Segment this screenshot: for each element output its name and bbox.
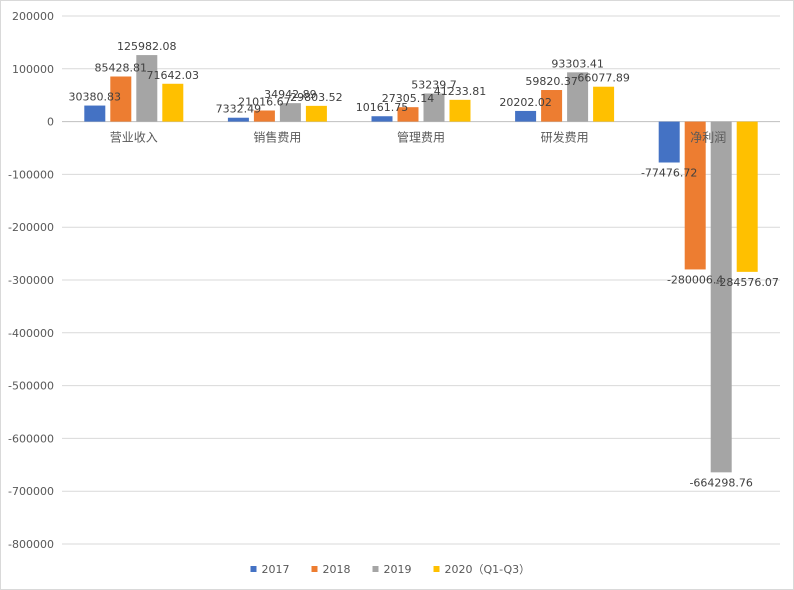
legend-label: 2018 [323, 563, 351, 576]
legend-label: 2019 [384, 563, 412, 576]
y-axis-tick-labels: 200000 100000 0 -100000 -200000 -300000 -40000… [8, 10, 54, 551]
bar-2019 [567, 72, 589, 122]
bar-2019 [710, 121, 732, 473]
data-label: 30380.83 [69, 91, 122, 104]
bar-2018 [684, 121, 706, 270]
data-label: -284576.07 [715, 276, 778, 289]
legend: 2017 2018 2019 2020（Q1-Q3） [250, 563, 531, 576]
data-label: 21016.67 [238, 96, 291, 109]
legend-swatch [250, 566, 257, 572]
legend-label: 2020（Q1-Q3） [445, 563, 531, 576]
data-label: 66077.89 [577, 72, 630, 85]
data-label: 71642.03 [147, 69, 200, 82]
bar-2020（Q1-Q3） [305, 105, 327, 122]
y-tick-label: -300000 [8, 274, 54, 287]
category-label: 销售费用 [253, 130, 301, 145]
bar-2018 [397, 107, 419, 122]
bar-2020（Q1-Q3） [736, 121, 758, 272]
data-label: 85428.81 [95, 61, 148, 74]
bar-2020（Q1-Q3） [449, 99, 471, 122]
y-tick-label: 100000 [12, 63, 54, 76]
bar-2017 [371, 116, 393, 122]
y-tick-label: -200000 [8, 221, 54, 234]
category-label: 营业收入 [110, 131, 158, 145]
bar-2020（Q1-Q3） [593, 86, 615, 122]
data-label: -280006.4 [667, 273, 723, 286]
y-tick-label: 0 [47, 116, 54, 129]
bar-2020（Q1-Q3） [162, 83, 184, 122]
bars [84, 55, 758, 473]
y-tick-label: -400000 [8, 327, 54, 340]
bar-2019 [279, 103, 301, 122]
y-tick-label: -500000 [8, 380, 54, 393]
bar-2018 [541, 90, 563, 122]
data-label: 10161.75 [356, 101, 409, 114]
y-tick-label: -800000 [8, 538, 54, 551]
data-label: 59820.37 [525, 75, 578, 88]
data-labels: 30380.83 85428.81 125982.08 71642.03 7332.49… [69, 40, 779, 489]
bar-2018 [110, 76, 132, 122]
y-tick-label: -600000 [8, 432, 54, 445]
y-tick-label: 200000 [12, 10, 54, 23]
legend-label: 2017 [262, 563, 290, 576]
legend-swatch [311, 566, 318, 572]
bar-2019 [136, 55, 158, 122]
data-label: 34942.89 [264, 88, 317, 101]
category-label: 净利润 [690, 131, 726, 145]
data-label: -664298.76 [689, 476, 752, 489]
legend-swatch [372, 566, 379, 572]
y-tick-label: -700000 [8, 485, 54, 498]
bar-2018 [253, 110, 275, 122]
bar-2017 [658, 121, 680, 163]
bar-2019 [423, 93, 445, 122]
data-label: 53239.7 [411, 78, 457, 91]
data-label: 93303.41 [551, 57, 604, 70]
legend-swatch [433, 566, 440, 572]
bar-2017 [515, 110, 537, 122]
data-label: 7332.49 [216, 103, 262, 116]
gridlines [62, 15, 780, 545]
data-label: 41233.81 [434, 85, 487, 98]
category-label: 研发费用 [541, 130, 589, 145]
y-tick-label: -100000 [8, 168, 54, 181]
data-label: 125982.08 [117, 40, 177, 53]
category-label: 管理费用 [397, 130, 445, 145]
category-labels: 营业收入 销售费用 管理费用 研发费用 净利润 [110, 130, 726, 145]
data-label: 27305.14 [382, 92, 435, 105]
data-label: 29803.52 [290, 91, 343, 104]
data-label: 20202.02 [499, 96, 552, 109]
data-label: -77476.72 [641, 167, 697, 180]
bar-2017 [227, 117, 249, 122]
bar-2017 [84, 105, 106, 122]
